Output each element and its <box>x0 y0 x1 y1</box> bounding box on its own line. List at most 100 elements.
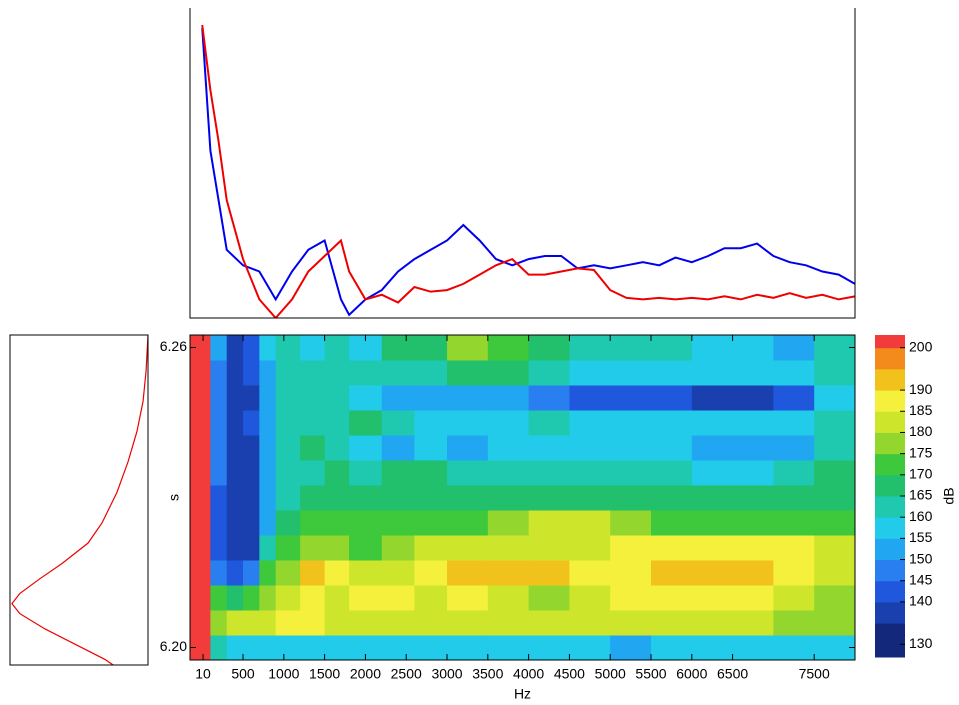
y-tick-label: 6.26 <box>160 338 187 354</box>
contour-cell <box>243 335 260 361</box>
contour-cell <box>349 560 383 586</box>
contour-cell <box>528 560 570 586</box>
contour-cell <box>447 385 489 411</box>
contour-cell <box>243 635 260 661</box>
contour-cell <box>414 410 448 436</box>
contour-cell <box>814 585 856 611</box>
x-tick-label: 5000 <box>595 666 626 682</box>
contour-cell <box>324 485 350 511</box>
contour-cell <box>226 360 244 386</box>
contour-cell <box>569 360 611 386</box>
contour-cell <box>259 635 277 661</box>
contour-cell <box>226 410 244 436</box>
y-axis-label: s <box>166 494 182 501</box>
contour-cell <box>691 635 734 661</box>
contour-cell <box>732 510 774 536</box>
x-tick-label: 6500 <box>717 666 748 682</box>
contour-cell <box>210 485 228 511</box>
contour-cell <box>414 485 448 511</box>
contour-cell <box>691 485 734 511</box>
contour-cell <box>651 385 693 411</box>
contour-cell <box>447 560 489 586</box>
contour-cell <box>528 335 570 361</box>
contour-cell <box>732 610 774 636</box>
contour-cell <box>414 510 448 536</box>
contour-cell <box>381 335 415 361</box>
contour-cell <box>691 610 734 636</box>
contour-cell <box>381 360 415 386</box>
contour-cell <box>528 610 570 636</box>
contour-cell <box>275 585 301 611</box>
contour-cell <box>610 610 652 636</box>
contour-cell <box>414 535 448 561</box>
contour-cell <box>414 560 448 586</box>
contour-cell <box>447 535 489 561</box>
contour-cell <box>487 485 530 511</box>
contour-cell <box>487 635 530 661</box>
x-tick-label: 3500 <box>472 666 503 682</box>
contour-cell <box>275 335 301 361</box>
colorbar-band <box>875 453 905 476</box>
contour-cell <box>324 635 350 661</box>
contour-cell <box>226 560 244 586</box>
contour-cell <box>447 435 489 461</box>
contour-cell <box>349 435 383 461</box>
colorbar-band <box>875 411 905 433</box>
contour-cell <box>414 360 448 386</box>
contour-cell <box>569 460 611 486</box>
x-tick-label: 1500 <box>309 666 340 682</box>
contour-cell <box>259 385 277 411</box>
contour-cell <box>414 435 448 461</box>
contour-cell <box>210 360 228 386</box>
contour-cell <box>349 535 383 561</box>
contour-cell <box>414 635 448 661</box>
contour-cell <box>190 460 211 486</box>
contour-cell <box>528 360 570 386</box>
contour-cell <box>275 360 301 386</box>
contour-cell <box>528 410 570 436</box>
contour-cell <box>651 635 693 661</box>
contour-cell <box>259 485 277 511</box>
contour-cell <box>610 410 652 436</box>
contour-cell <box>324 585 350 611</box>
contour-cell <box>651 535 693 561</box>
contour-cell <box>569 610 611 636</box>
contour-cell <box>487 560 530 586</box>
contour-cell <box>414 460 448 486</box>
contour-cell <box>732 485 774 511</box>
contour-cell <box>569 510 611 536</box>
contour-cell <box>487 410 530 436</box>
contour-cell <box>651 510 693 536</box>
contour-cell <box>210 385 228 411</box>
contour-cell <box>210 535 228 561</box>
contour-cell <box>569 560 611 586</box>
contour-cell <box>349 510 383 536</box>
spectrum-line <box>201 24 855 318</box>
contour-cell <box>210 410 228 436</box>
contour-cell <box>381 460 415 486</box>
contour-cell <box>300 360 326 386</box>
contour-cell <box>381 485 415 511</box>
x-tick-label: 500 <box>231 666 255 682</box>
contour-cell <box>528 635 570 661</box>
contour-cell <box>324 335 350 361</box>
contour-cell <box>324 460 350 486</box>
contour-cell <box>773 460 815 486</box>
contour-cell <box>528 510 570 536</box>
contour-cell <box>190 635 211 661</box>
contour-cell <box>275 610 301 636</box>
contour-cell <box>528 460 570 486</box>
colorbar-band <box>875 474 905 497</box>
contour-cell <box>414 610 448 636</box>
contour-cell <box>275 410 301 436</box>
contour-cell <box>773 510 815 536</box>
contour-cell <box>691 585 734 611</box>
contour-cell <box>210 560 228 586</box>
x-tick-label: 1000 <box>268 666 299 682</box>
contour-cell <box>569 535 611 561</box>
top-axes <box>189 8 856 319</box>
contour-cell <box>190 485 211 511</box>
x-tick-label: 4000 <box>513 666 544 682</box>
contour-cell <box>447 610 489 636</box>
